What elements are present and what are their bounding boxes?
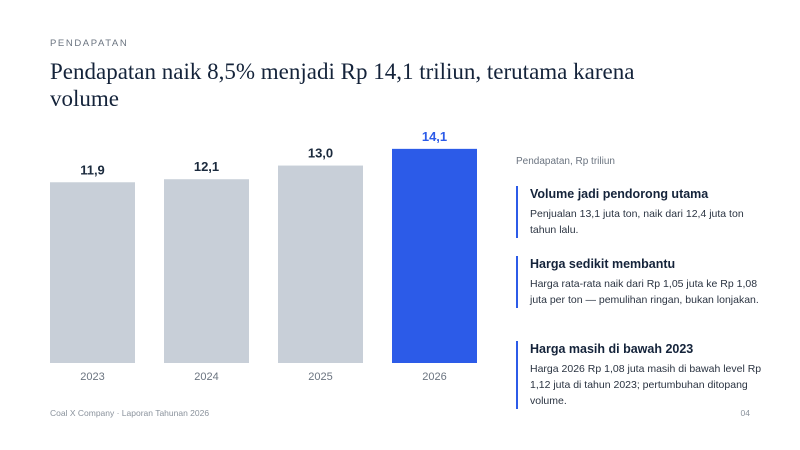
x-tick-label: 2024 (194, 371, 218, 383)
bar-value-label: 14,1 (422, 129, 447, 144)
bar-2026 (392, 148, 477, 363)
footer-text: Coal X Company · Laporan Tahunan 2026 (50, 408, 210, 418)
bar-value-label: 11,9 (80, 162, 105, 177)
x-tick-label: 2023 (80, 371, 104, 383)
bar-value-label: 13,0 (308, 146, 333, 161)
page-number: 04 (740, 408, 750, 418)
section-eyebrow: PENDAPATAN (50, 38, 129, 49)
insight-card-volume: Volume jadi pendorong utama Penjualan 13… (516, 186, 770, 238)
chart-caption: Pendapatan, Rp triliun (516, 156, 615, 167)
insight-card-price: Harga sedikit membantu Harga rata-rata n… (516, 256, 770, 308)
insight-card-body: Harga 2026 Rp 1,08 juta masih di bawah l… (530, 363, 762, 407)
insight-card-title: Volume jadi pendorong utama (530, 187, 709, 201)
x-tick-label: 2026 (422, 371, 446, 383)
revenue-bar-chart: 11,9 2023 12,1 2024 13,0 2025 14,1 2026 (50, 129, 477, 383)
bar-2023 (50, 182, 135, 363)
insight-card-title: Harga masih di bawah 2023 (530, 342, 694, 356)
insight-card-below-2023: Harga masih di bawah 2023 Harga 2026 Rp … (516, 341, 770, 409)
insight-card-body: Penjualan 13,1 juta ton, naik dari 12,4 … (530, 208, 744, 236)
insight-card-body: Harga rata-rata naik dari Rp 1,05 juta k… (530, 278, 759, 306)
bar-value-label: 12,1 (194, 159, 219, 174)
page-title: Pendapatan naik 8,5% menjadi Rp 14,1 tri… (50, 59, 635, 111)
bar-2024 (164, 179, 249, 363)
bar-2025 (278, 165, 363, 363)
x-tick-label: 2025 (308, 371, 332, 383)
insight-card-title: Harga sedikit membantu (530, 257, 676, 271)
